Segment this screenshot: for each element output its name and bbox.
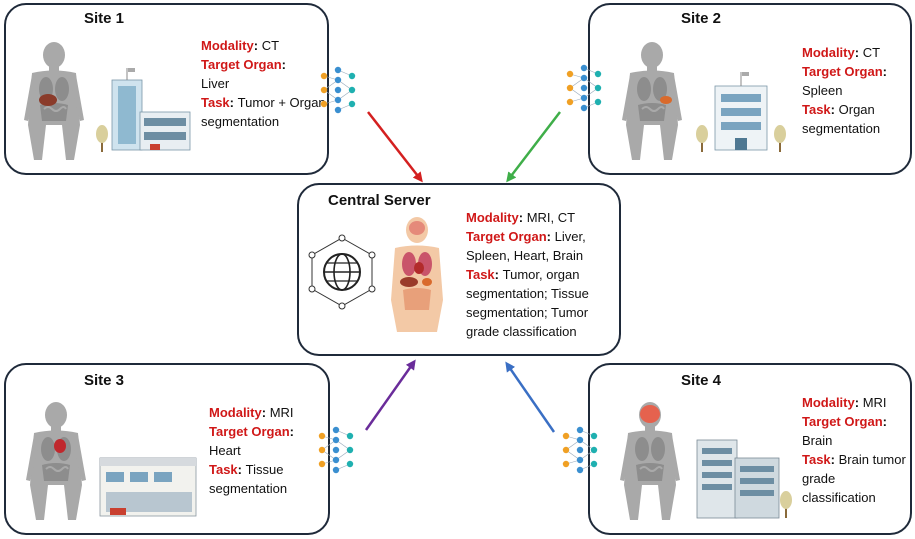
site-2-info: Modality: CT Target Organ: Spleen Task: …: [802, 45, 888, 136]
site-4-neural-network-icon: [562, 426, 598, 474]
central-server-info: Modality: MRI, CT Target Organ: Liver, S…: [466, 210, 589, 339]
site-1-title: Site 1: [84, 10, 125, 27]
site-2-title: Site 2: [681, 10, 722, 27]
site-4-title: Site 4: [681, 372, 722, 389]
globe-network-icon: [308, 234, 376, 310]
arrow-site3-to-server: [364, 359, 416, 431]
central-server-panel: [297, 183, 621, 356]
site-4-hospital-building-icon: [696, 439, 792, 519]
site-4-info: Modality: MRI Target Organ: Brain Task: …: [802, 395, 906, 505]
site-3-neural-network-icon: [318, 426, 354, 474]
site-2-neural-network-icon: [566, 64, 602, 112]
site-1-human-body-icon: [23, 41, 85, 161]
site-1-neural-network-icon: [320, 66, 356, 114]
site-4-human-body-icon: [619, 401, 681, 521]
arrow-site1-to-server: [367, 111, 423, 183]
site-3-info: Modality: MRI Target Organ: Heart Task: …: [209, 405, 295, 496]
site-3-human-body-icon: [25, 401, 87, 521]
arrow-site2-to-server: [506, 111, 561, 183]
site-1-hospital-building-icon: [96, 68, 191, 152]
central-server-title: Central Server: [328, 192, 431, 209]
site-1-info: Modality: CT Target Organ: Liver Task: T…: [201, 38, 326, 129]
site-2-human-body-icon: [621, 41, 683, 161]
central-human-anatomy-icon: [391, 217, 443, 332]
arrow-site4-to-server: [505, 361, 556, 433]
site-3-hospital-building-icon: [99, 457, 197, 517]
site-2-hospital-building-icon: [696, 72, 786, 152]
site-3-title: Site 3: [84, 372, 125, 389]
